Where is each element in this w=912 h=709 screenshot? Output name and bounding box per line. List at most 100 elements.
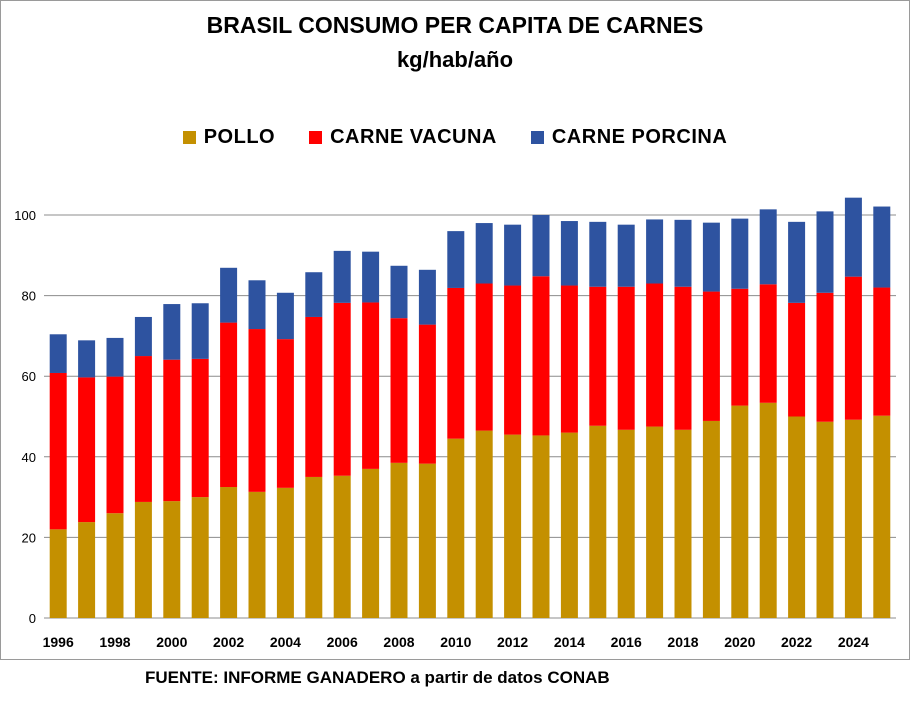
bar-carne-vacuna-1996 [49, 372, 67, 530]
bar-carne-vacuna-2005 [305, 316, 323, 477]
bar-pollo-2019 [702, 420, 720, 618]
bar-carne-porcina-2020 [731, 218, 749, 289]
x-tick-label: 2004 [270, 634, 301, 650]
bar-carne-porcina-2008 [390, 265, 408, 319]
bar-pollo-2000 [163, 501, 181, 618]
legend: POLLO CARNE VACUNA CARNE PORCINA [0, 126, 910, 149]
y-tick-label: 80 [22, 289, 36, 304]
bar-pollo-2012 [504, 434, 522, 618]
bar-pollo-2020 [731, 405, 749, 618]
bar-carne-vacuna-2025 [873, 287, 891, 416]
bar-carne-porcina-2016 [617, 224, 635, 287]
bar-carne-porcina-1999 [134, 316, 152, 357]
bar-pollo-2015 [589, 425, 607, 618]
bar-carne-porcina-2010 [447, 231, 465, 288]
legend-label-pollo: POLLO [203, 126, 276, 148]
grid-layer [44, 214, 896, 619]
bar-pollo-2004 [276, 487, 294, 618]
bar-pollo-2025 [873, 415, 891, 618]
bar-carne-porcina-2012 [504, 224, 522, 286]
bar-carne-vacuna-2009 [418, 324, 436, 464]
bar-carne-vacuna-2008 [390, 318, 408, 463]
bar-pollo-2003 [248, 491, 266, 618]
bar-carne-porcina-2004 [276, 292, 294, 340]
bar-carne-porcina-2002 [220, 267, 238, 323]
source-note: FUENTE: INFORME GANADERO a partir de dat… [145, 668, 610, 687]
legend-item-carne-porcina: CARNE PORCINA [530, 126, 728, 149]
bar-pollo-2023 [816, 421, 834, 618]
bar-pollo-2021 [759, 402, 777, 618]
bar-carne-vacuna-2020 [731, 288, 749, 406]
bar-pollo-2008 [390, 462, 408, 618]
bar-carne-vacuna-2002 [220, 322, 238, 488]
bar-carne-vacuna-2024 [844, 276, 862, 420]
bar-carne-porcina-2024 [844, 197, 862, 277]
bar-carne-porcina-2001 [191, 303, 209, 359]
bar-carne-vacuna-2018 [674, 286, 692, 430]
bar-pollo-2010 [447, 438, 465, 618]
bar-carne-vacuna-2023 [816, 292, 834, 422]
bar-carne-porcina-2014 [560, 221, 578, 286]
y-tick-label: 0 [29, 611, 36, 626]
axis-layer: 0 20 40 60 80 100 1996 1998 2000 2002 2004 2006 2008… [14, 208, 869, 650]
bar-pollo-2017 [646, 426, 664, 618]
bar-carne-porcina-1998 [106, 337, 124, 377]
x-tick-label: 2010 [440, 634, 471, 650]
x-tick-label: 1996 [43, 634, 74, 650]
bar-carne-vacuna-2013 [532, 276, 550, 436]
bar-carne-vacuna-2021 [759, 284, 777, 403]
bar-carne-porcina-2015 [589, 221, 607, 287]
bar-carne-vacuna-2011 [475, 283, 493, 431]
legend-item-pollo: POLLO [182, 126, 276, 149]
bar-carne-vacuna-2001 [191, 358, 209, 498]
bar-carne-porcina-2018 [674, 219, 692, 287]
bar-pollo-2022 [788, 416, 806, 618]
bar-carne-porcina-2013 [532, 215, 550, 277]
bar-pollo-2016 [617, 429, 635, 618]
bar-carne-vacuna-2019 [702, 291, 720, 421]
bar-pollo-2006 [333, 475, 351, 618]
y-tick-label: 60 [22, 369, 36, 384]
x-tick-label: 2012 [497, 634, 528, 650]
x-tick-label: 2016 [611, 634, 642, 650]
bar-pollo-2024 [844, 419, 862, 618]
bar-carne-porcina-2005 [305, 272, 323, 317]
bar-carne-vacuna-2022 [788, 302, 806, 417]
bar-carne-vacuna-2007 [362, 302, 380, 469]
stacked-bar-plot: 0 20 40 60 80 100 1996 1998 2000 2002 2004 2006 2008… [14, 197, 896, 650]
bar-carne-porcina-2017 [646, 219, 664, 284]
bar-carne-porcina-2006 [333, 250, 351, 303]
y-tick-label: 40 [22, 450, 36, 465]
x-tick-label: 2006 [327, 634, 358, 650]
bar-carne-porcina-1996 [49, 334, 67, 373]
bar-pollo-1998 [106, 513, 124, 618]
x-tick-label: 2024 [838, 634, 869, 650]
bar-carne-vacuna-1997 [78, 377, 96, 523]
bar-carne-porcina-2009 [418, 269, 436, 325]
chart-subtitle: kg/hab/año [396, 47, 514, 72]
x-tick-label: 2014 [554, 634, 585, 650]
bar-carne-porcina-2007 [362, 251, 380, 303]
legend-swatch-carne-porcina [530, 131, 544, 144]
bar-pollo-1997 [78, 522, 96, 618]
bar-pollo-1996 [49, 529, 67, 618]
bar-carne-vacuna-2000 [163, 359, 181, 502]
bar-carne-porcina-1997 [78, 340, 96, 378]
bar-pollo-2009 [418, 463, 436, 618]
y-tick-label: 100 [14, 208, 36, 223]
bar-carne-porcina-2023 [816, 211, 834, 293]
bar-pollo-2002 [220, 487, 238, 618]
bars-layer [49, 197, 891, 618]
bar-pollo-2014 [560, 432, 578, 618]
legend-label-carne-porcina: CARNE PORCINA [551, 126, 728, 148]
bar-pollo-2013 [532, 435, 550, 618]
bar-carne-vacuna-2016 [617, 286, 635, 430]
bar-pollo-2007 [362, 468, 380, 618]
bar-pollo-2001 [191, 497, 209, 618]
bar-carne-vacuna-2010 [447, 287, 465, 439]
legend-swatch-pollo [182, 131, 196, 144]
bar-pollo-2005 [305, 476, 323, 618]
y-tick-label: 20 [22, 530, 36, 545]
legend-label-carne-vacuna: CARNE VACUNA [330, 126, 497, 148]
bar-carne-porcina-2021 [759, 209, 777, 285]
